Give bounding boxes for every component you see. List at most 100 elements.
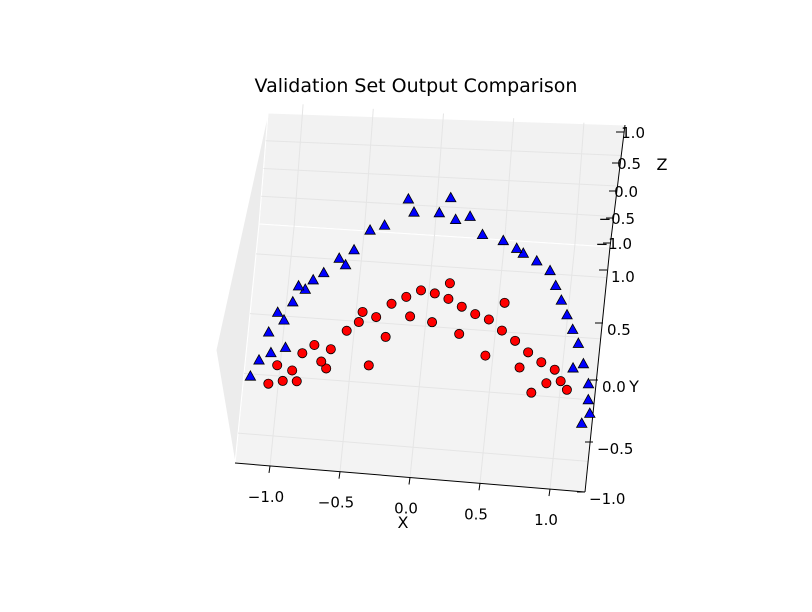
triangle-marker [262, 325, 275, 337]
z-tick-label: −0.5 [599, 210, 635, 228]
y-tick-label: 1.0 [611, 268, 635, 286]
triangle-marker [265, 346, 277, 358]
x-grid-line [409, 235, 435, 478]
triangle-marker [286, 295, 299, 307]
data-points [244, 191, 596, 428]
x-tick-label: 0.5 [464, 505, 488, 523]
circle-marker [541, 378, 552, 389]
x-grid-line [479, 240, 506, 484]
x-tick [478, 483, 481, 491]
z-tick-label: 0.0 [614, 183, 638, 201]
triangle-marker [278, 313, 290, 325]
circle-marker [470, 309, 481, 320]
x-tick [338, 471, 341, 479]
triangle-marker [271, 306, 284, 317]
triangle-marker [476, 228, 489, 240]
z-grid-line [263, 168, 618, 187]
triangle-marker [292, 279, 305, 291]
triangle-marker [510, 242, 523, 253]
triangle-marker [244, 369, 257, 381]
x-back-grid-line [293, 104, 304, 227]
triangle-marker [583, 407, 596, 418]
triangle-marker [572, 337, 585, 348]
z-grid-line [261, 195, 614, 217]
circle-marker [277, 375, 288, 386]
circle-marker [523, 347, 534, 358]
y-tick-label: −0.5 [597, 440, 633, 458]
x-grid-line [549, 244, 576, 490]
circle-marker [371, 312, 382, 323]
circle-marker [416, 285, 427, 296]
z-axis-line [609, 124, 626, 248]
circle-marker [263, 378, 274, 389]
triangle-marker [333, 252, 346, 263]
x-grid-line [269, 226, 295, 466]
x-tick-label: −0.5 [318, 494, 354, 512]
circle-marker [405, 311, 416, 322]
x-tick [408, 477, 411, 485]
circle-marker [443, 293, 454, 304]
triangle-marker [567, 361, 579, 373]
circle-marker [291, 376, 302, 387]
circle-marker [380, 331, 391, 342]
triangle-marker [530, 254, 543, 266]
triangle-marker [339, 258, 352, 270]
triangle-marker [444, 191, 457, 203]
y-tick-label: −1.0 [589, 490, 625, 508]
triangle-marker [348, 243, 360, 255]
x-tick-label: −1.0 [248, 488, 284, 506]
triangle-marker [279, 341, 292, 352]
circle-marker [341, 325, 352, 336]
triangle-marker [433, 206, 446, 218]
circle-marker [536, 357, 547, 368]
z-axis-label: Z [657, 155, 668, 174]
circle-marker [401, 291, 412, 302]
x-tick-label: 0.0 [394, 500, 418, 518]
circle-marker [386, 298, 397, 309]
y-grid-line [237, 432, 589, 462]
y-axis-line [584, 246, 611, 493]
circle-marker [444, 278, 455, 289]
circle-marker [514, 362, 525, 373]
circle-marker [427, 317, 438, 328]
circle-marker [357, 306, 368, 317]
circle-marker [456, 301, 467, 312]
z-grid-line [265, 140, 622, 156]
x-axis-label: X [398, 513, 409, 532]
triangle-marker [577, 357, 590, 369]
circle-marker [483, 314, 494, 325]
y-tick-label: 0.0 [602, 378, 626, 396]
triangle-marker [582, 393, 595, 405]
y-axis-label: Y [628, 377, 639, 396]
x-tick [268, 465, 271, 473]
circle-marker [309, 339, 320, 350]
circle-marker [316, 356, 327, 367]
z-tick-label: 1.0 [621, 124, 645, 142]
y-tick-label: 0.5 [607, 321, 631, 339]
circle-marker [353, 317, 364, 328]
z-tick-label: 0.5 [617, 155, 641, 173]
triangle-marker [544, 264, 556, 276]
ticks: −1.0 −0.5 0.0 0.5 1.0 −1.0 −0.5 0.0 0.5 1.0 −1.0 −0… [248, 124, 645, 529]
y-grid-line [249, 313, 601, 340]
triangle-marker [582, 377, 595, 389]
triangle-marker [402, 192, 415, 204]
circle-marker [287, 365, 298, 376]
circle-marker [499, 297, 510, 308]
triangle-marker [549, 279, 562, 291]
circle-marker [510, 335, 521, 346]
triangle-marker [497, 234, 510, 246]
y-grid-line [243, 372, 595, 401]
triangle-marker [253, 353, 265, 365]
axes-panes [215, 104, 626, 493]
circle-marker [480, 350, 491, 361]
circle-marker [429, 288, 440, 299]
circle-marker [496, 325, 507, 336]
x-tick-label: 1.0 [534, 511, 558, 529]
triangle-marker [307, 273, 320, 285]
triangle-marker [364, 223, 376, 235]
triangle-marker [378, 219, 391, 230]
triangle-marker [555, 294, 568, 305]
circle-marker [555, 376, 566, 387]
triangle-marker [566, 323, 579, 334]
